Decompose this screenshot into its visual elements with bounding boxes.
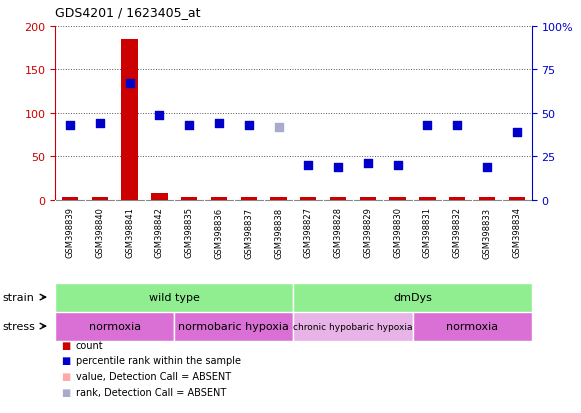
Text: percentile rank within the sample: percentile rank within the sample [76, 356, 241, 366]
Point [393, 162, 402, 169]
Bar [413, 312, 532, 341]
Bar [174, 312, 293, 341]
Text: GSM398840: GSM398840 [95, 207, 105, 258]
Bar [121, 40, 138, 200]
Text: GSM398832: GSM398832 [453, 207, 462, 258]
Text: ■: ■ [61, 356, 70, 366]
Text: GSM398837: GSM398837 [244, 207, 253, 258]
Bar [479, 198, 495, 200]
Text: GSM398842: GSM398842 [155, 207, 164, 258]
Text: GSM398829: GSM398829 [363, 207, 372, 258]
Text: GSM398833: GSM398833 [482, 207, 492, 258]
Point [423, 122, 432, 129]
Bar [419, 198, 436, 200]
Text: GSM398834: GSM398834 [512, 207, 521, 258]
Text: normobaric hypoxia: normobaric hypoxia [178, 321, 289, 331]
Point [185, 122, 194, 129]
Text: GSM398838: GSM398838 [274, 207, 283, 258]
Point [214, 121, 224, 127]
Bar [241, 198, 257, 200]
Bar [55, 312, 174, 341]
Text: GSM398828: GSM398828 [333, 207, 343, 258]
Text: ■: ■ [61, 371, 70, 381]
Point [482, 164, 492, 171]
Text: ■: ■ [61, 387, 70, 397]
Point [244, 122, 253, 129]
Bar [62, 198, 78, 200]
Text: GSM398839: GSM398839 [66, 207, 74, 258]
Bar [508, 198, 525, 200]
Text: GSM398831: GSM398831 [423, 207, 432, 258]
Bar [293, 312, 413, 341]
Text: GSM398830: GSM398830 [393, 207, 402, 258]
Point [333, 164, 343, 171]
Bar [151, 193, 167, 200]
Text: GDS4201 / 1623405_at: GDS4201 / 1623405_at [55, 6, 200, 19]
Bar [181, 198, 198, 200]
Bar [92, 198, 108, 200]
Text: normoxia: normoxia [446, 321, 498, 331]
Bar [293, 283, 532, 312]
Bar [211, 198, 227, 200]
Bar [300, 198, 317, 200]
Text: value, Detection Call = ABSENT: value, Detection Call = ABSENT [76, 371, 231, 381]
Point [155, 112, 164, 119]
Point [125, 81, 134, 88]
Bar [360, 198, 376, 200]
Text: wild type: wild type [149, 292, 200, 302]
Point [363, 161, 372, 167]
Bar [55, 283, 293, 312]
Point [453, 122, 462, 129]
Point [95, 121, 105, 127]
Bar [449, 198, 465, 200]
Text: GSM398836: GSM398836 [214, 207, 224, 258]
Text: dmDys: dmDys [393, 292, 432, 302]
Bar [389, 198, 406, 200]
Text: ■: ■ [61, 340, 70, 350]
Text: count: count [76, 340, 103, 350]
Text: GSM398841: GSM398841 [125, 207, 134, 258]
Text: chronic hypobaric hypoxia: chronic hypobaric hypoxia [293, 322, 413, 331]
Text: normoxia: normoxia [89, 321, 141, 331]
Point [274, 124, 283, 131]
Text: strain: strain [3, 292, 35, 302]
Point [512, 129, 521, 136]
Text: rank, Detection Call = ABSENT: rank, Detection Call = ABSENT [76, 387, 226, 397]
Text: GSM398827: GSM398827 [304, 207, 313, 258]
Point [66, 122, 75, 129]
Bar [270, 198, 286, 200]
Bar [330, 198, 346, 200]
Text: stress: stress [3, 321, 36, 331]
Point [304, 162, 313, 169]
Text: GSM398835: GSM398835 [185, 207, 193, 258]
